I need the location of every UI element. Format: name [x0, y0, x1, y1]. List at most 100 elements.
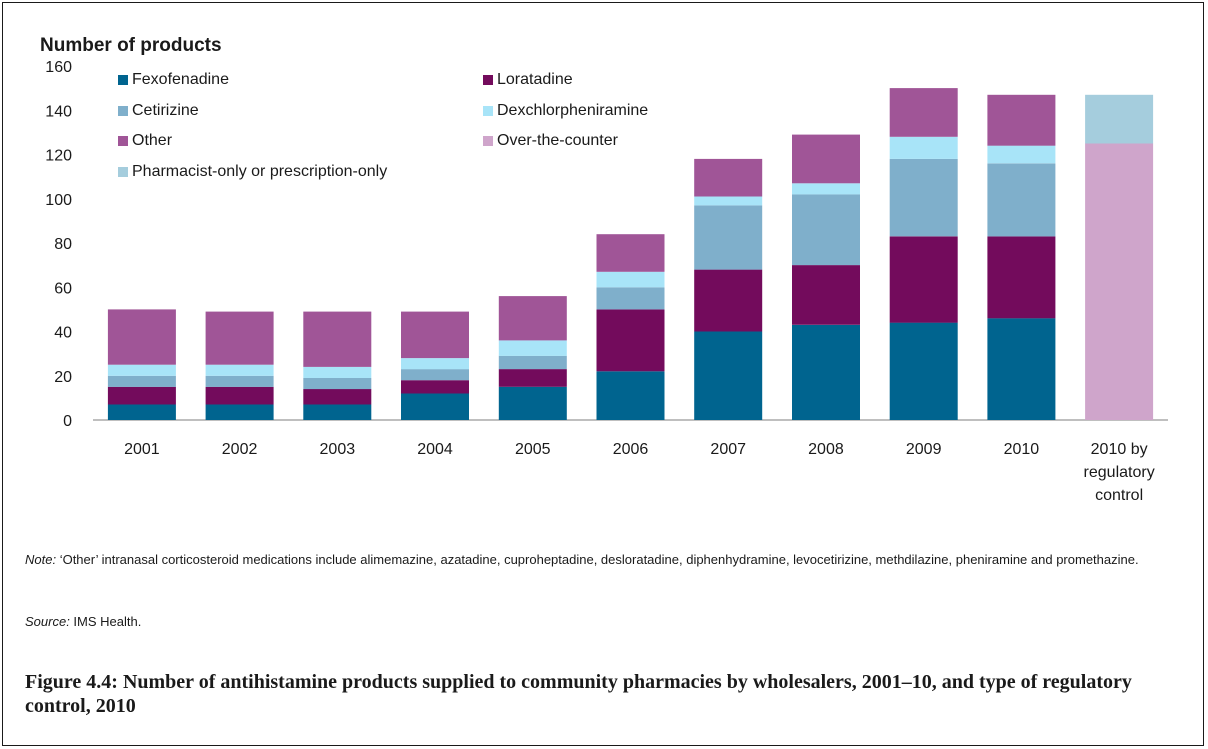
bar-segment-dexchlorpheniramine [792, 183, 860, 195]
bar-segment-dexchlorpheniramine [889, 136, 958, 159]
x-tick-label-line: 2001 [124, 441, 160, 458]
legend-swatch [483, 136, 493, 146]
bar-segment-fexofenadine [303, 404, 372, 420]
x-axis-labels: 2001 2002 2003 2004 2005 2006 2007 2008 2009 2010… [124, 441, 1155, 504]
stacked-bar-chart: Number of products 0 20 40 60 80 100 120 140 160… [40, 35, 1168, 504]
bar-segment-loratadine [987, 236, 1056, 319]
x-tick-label-line: 2009 [906, 441, 942, 458]
x-tick-label-line: 2003 [320, 441, 356, 458]
x-tick-label-line: 2004 [417, 441, 453, 458]
bar-segment-fexofenadine [694, 331, 763, 420]
bar-segment-other [596, 234, 665, 272]
y-axis-ticks: 0 20 40 60 80 100 120 140 160 [45, 59, 72, 430]
legend-label: Fexofenadine [132, 71, 229, 88]
bar-segment-other [303, 311, 372, 367]
bar-segment-fexofenadine [889, 322, 958, 420]
bar-segment-dexchlorpheniramine [303, 366, 372, 378]
legend-label: Pharmacist-only or prescription-only [132, 163, 388, 180]
x-tick-label: 2002 [222, 441, 258, 458]
note-text: ‘Other’ intranasal corticosteroid medica… [56, 552, 1139, 567]
figure-caption: Figure 4.4: Number of antihistamine prod… [25, 671, 1132, 717]
y-tick-label: 120 [45, 148, 72, 165]
bar-segment-other [889, 88, 958, 137]
legend-label: Loratadine [497, 71, 573, 88]
x-tick-label: 2004 [417, 441, 453, 458]
legend-swatch [483, 106, 493, 116]
y-tick-label: 40 [54, 325, 72, 342]
bar-segment-fexofenadine [107, 404, 176, 420]
legend-label: Other [132, 132, 173, 149]
legend-label: Dexchlorpheniramine [497, 102, 649, 119]
bars-group [107, 88, 1154, 420]
bar-segment-pharmacist-only-or-prescription-only [1085, 94, 1154, 144]
note-label: Note: [25, 552, 57, 567]
x-tick-label: 2010 [1004, 441, 1040, 458]
y-tick-label: 140 [45, 103, 72, 120]
bar-segment-dexchlorpheniramine [596, 271, 665, 288]
chart-source: Source: IMS Health. [25, 612, 141, 632]
legend-swatch [118, 106, 128, 116]
bar-segment-dexchlorpheniramine [401, 358, 469, 370]
y-tick-label: 100 [45, 192, 72, 209]
x-tick-label-line: 2006 [613, 441, 649, 458]
bar-segment-cetirizine [987, 163, 1056, 237]
bar-segment-dexchlorpheniramine [205, 364, 274, 376]
bar-segment-loratadine [792, 265, 860, 325]
bar-segment-fexofenadine [205, 404, 274, 420]
x-tick-label: 2007 [710, 441, 746, 458]
bar-segment-fexofenadine [498, 386, 567, 420]
bar-segment-loratadine [303, 389, 372, 405]
bar-segment-loratadine [107, 386, 176, 405]
y-tick-label: 20 [54, 369, 72, 386]
x-tick-label-line: 2010 by [1091, 441, 1148, 458]
bar-segment-other [694, 158, 763, 197]
x-tick-label: 2006 [613, 441, 649, 458]
x-tick-label: 2001 [124, 441, 160, 458]
y-tick-label: 80 [54, 236, 72, 253]
bar-segment-fexofenadine [792, 324, 860, 420]
x-tick-label: 2010 by regulatory control [1084, 441, 1155, 504]
bar-segment-loratadine [205, 386, 274, 405]
bar-segment-loratadine [596, 309, 665, 372]
y-tick-label: 160 [45, 59, 72, 76]
bar-segment-cetirizine [596, 287, 665, 310]
source-text: IMS Health. [69, 614, 142, 629]
x-tick-label-line: 2002 [222, 441, 258, 458]
legend-item: Pharmacist-only or prescription-only [118, 163, 387, 181]
x-tick-label-line: regulatory [1084, 464, 1155, 481]
bar-segment-dexchlorpheniramine [987, 145, 1056, 164]
bar-segment-other [792, 134, 860, 184]
y-tick-label: 60 [54, 280, 72, 297]
bar-segment-cetirizine [205, 375, 274, 387]
bar-segment-cetirizine [694, 205, 763, 270]
bar-segment-other [987, 94, 1056, 146]
bar-segment-loratadine [498, 369, 567, 387]
bar-segment-cetirizine [792, 194, 860, 266]
bar-segment-other [498, 296, 567, 341]
x-tick-label: 2005 [515, 441, 551, 458]
legend-item: Dexchlorpheniramine [483, 102, 648, 120]
bar-segment-other [205, 311, 274, 365]
legend-label: Over-the-counter [497, 132, 618, 149]
x-tick-label: 2009 [906, 441, 942, 458]
legend-item: Over-the-counter [483, 132, 618, 150]
legend-item: Cetirizine [118, 102, 199, 120]
bar-segment-loratadine [694, 269, 763, 332]
source-label: Source: [25, 614, 70, 629]
bar-segment-dexchlorpheniramine [107, 364, 176, 376]
bar-segment-loratadine [401, 380, 469, 394]
legend-label: Cetirizine [132, 102, 199, 119]
bar-segment-fexofenadine [596, 371, 665, 420]
bar-segment-cetirizine [107, 375, 176, 387]
bar-segment-loratadine [889, 236, 958, 323]
bar-segment-dexchlorpheniramine [694, 196, 763, 206]
legend-swatch [483, 75, 493, 85]
bar-segment-other [107, 309, 176, 365]
legend-item: Loratadine [483, 71, 573, 89]
bar-segment-dexchlorpheniramine [498, 340, 567, 356]
x-tick-label-line: control [1095, 487, 1143, 504]
x-tick-label: 2008 [808, 441, 844, 458]
bar-segment-fexofenadine [987, 318, 1056, 420]
y-axis-title: Number of products [40, 35, 222, 56]
